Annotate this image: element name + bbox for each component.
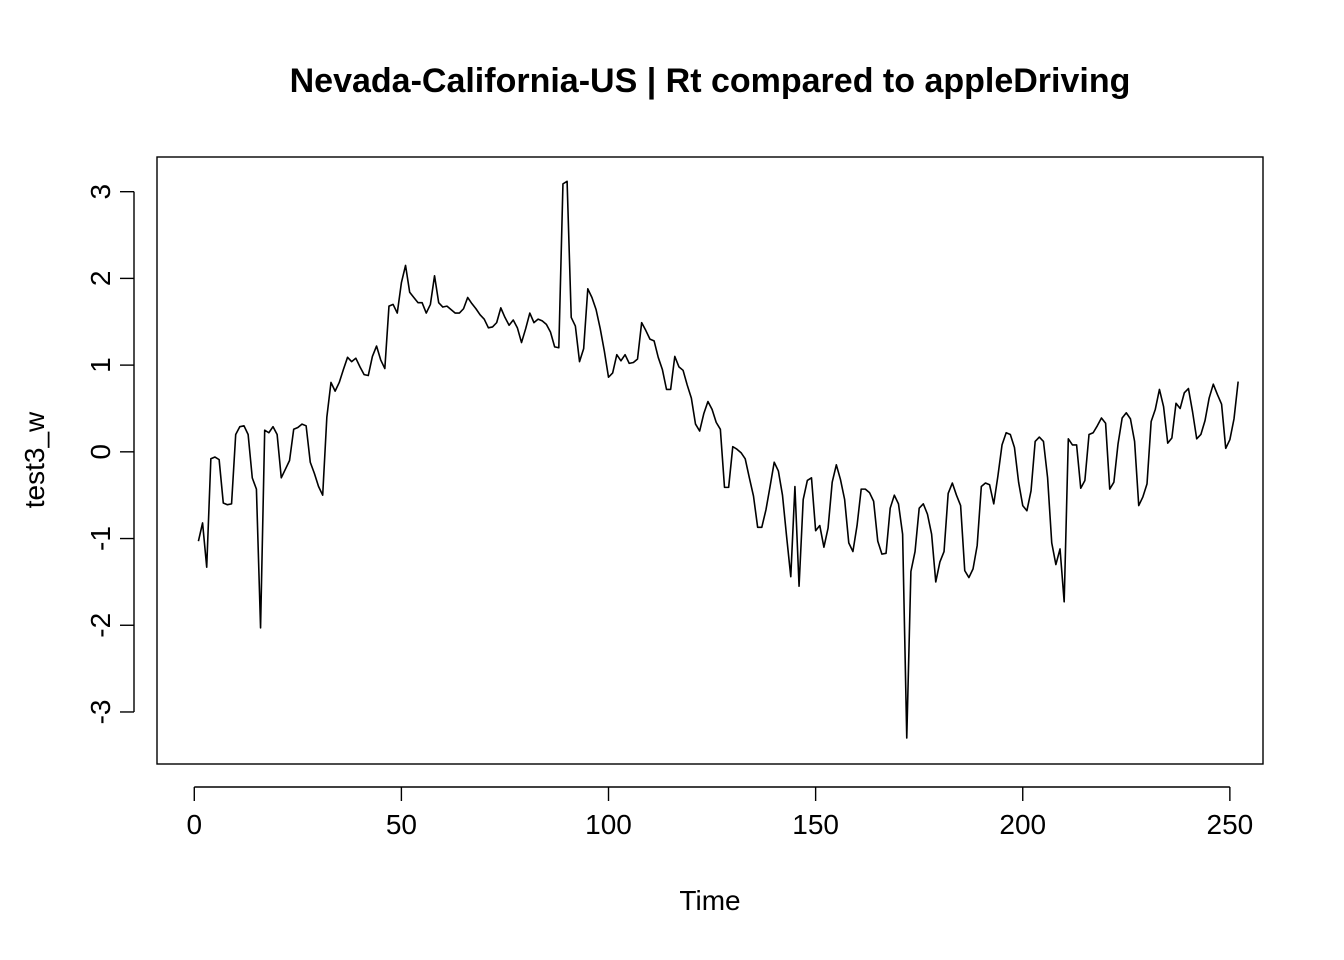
x-tick-label: 50 bbox=[386, 809, 417, 840]
x-tick-label: 100 bbox=[585, 809, 632, 840]
y-tick-label: 0 bbox=[85, 444, 116, 460]
y-tick-label: 3 bbox=[85, 184, 116, 200]
y-tick-label: -2 bbox=[85, 613, 116, 638]
y-tick-label: 2 bbox=[85, 271, 116, 287]
y-tick-label: 1 bbox=[85, 357, 116, 373]
x-tick-label: 0 bbox=[186, 809, 202, 840]
series-layer bbox=[197, 180, 1239, 739]
y-axis: -3 -2 -1 0 1 2 3 bbox=[85, 184, 135, 725]
y-axis-label: test3_w bbox=[19, 411, 50, 508]
x-tick-label: 200 bbox=[999, 809, 1046, 840]
x-axis: 0 50 100 150 200 250 bbox=[186, 786, 1254, 840]
y-tick-label: -3 bbox=[85, 700, 116, 725]
x-tick-label: 150 bbox=[792, 809, 839, 840]
chart-title: Nevada-California-US | Rt compared to ap… bbox=[290, 62, 1131, 100]
x-tick-label: 250 bbox=[1207, 809, 1254, 840]
plot-frame bbox=[156, 156, 1264, 765]
x-axis-label: Time bbox=[679, 885, 740, 916]
y-tick-label: -1 bbox=[85, 526, 116, 551]
series-line-0 bbox=[197, 180, 1239, 739]
